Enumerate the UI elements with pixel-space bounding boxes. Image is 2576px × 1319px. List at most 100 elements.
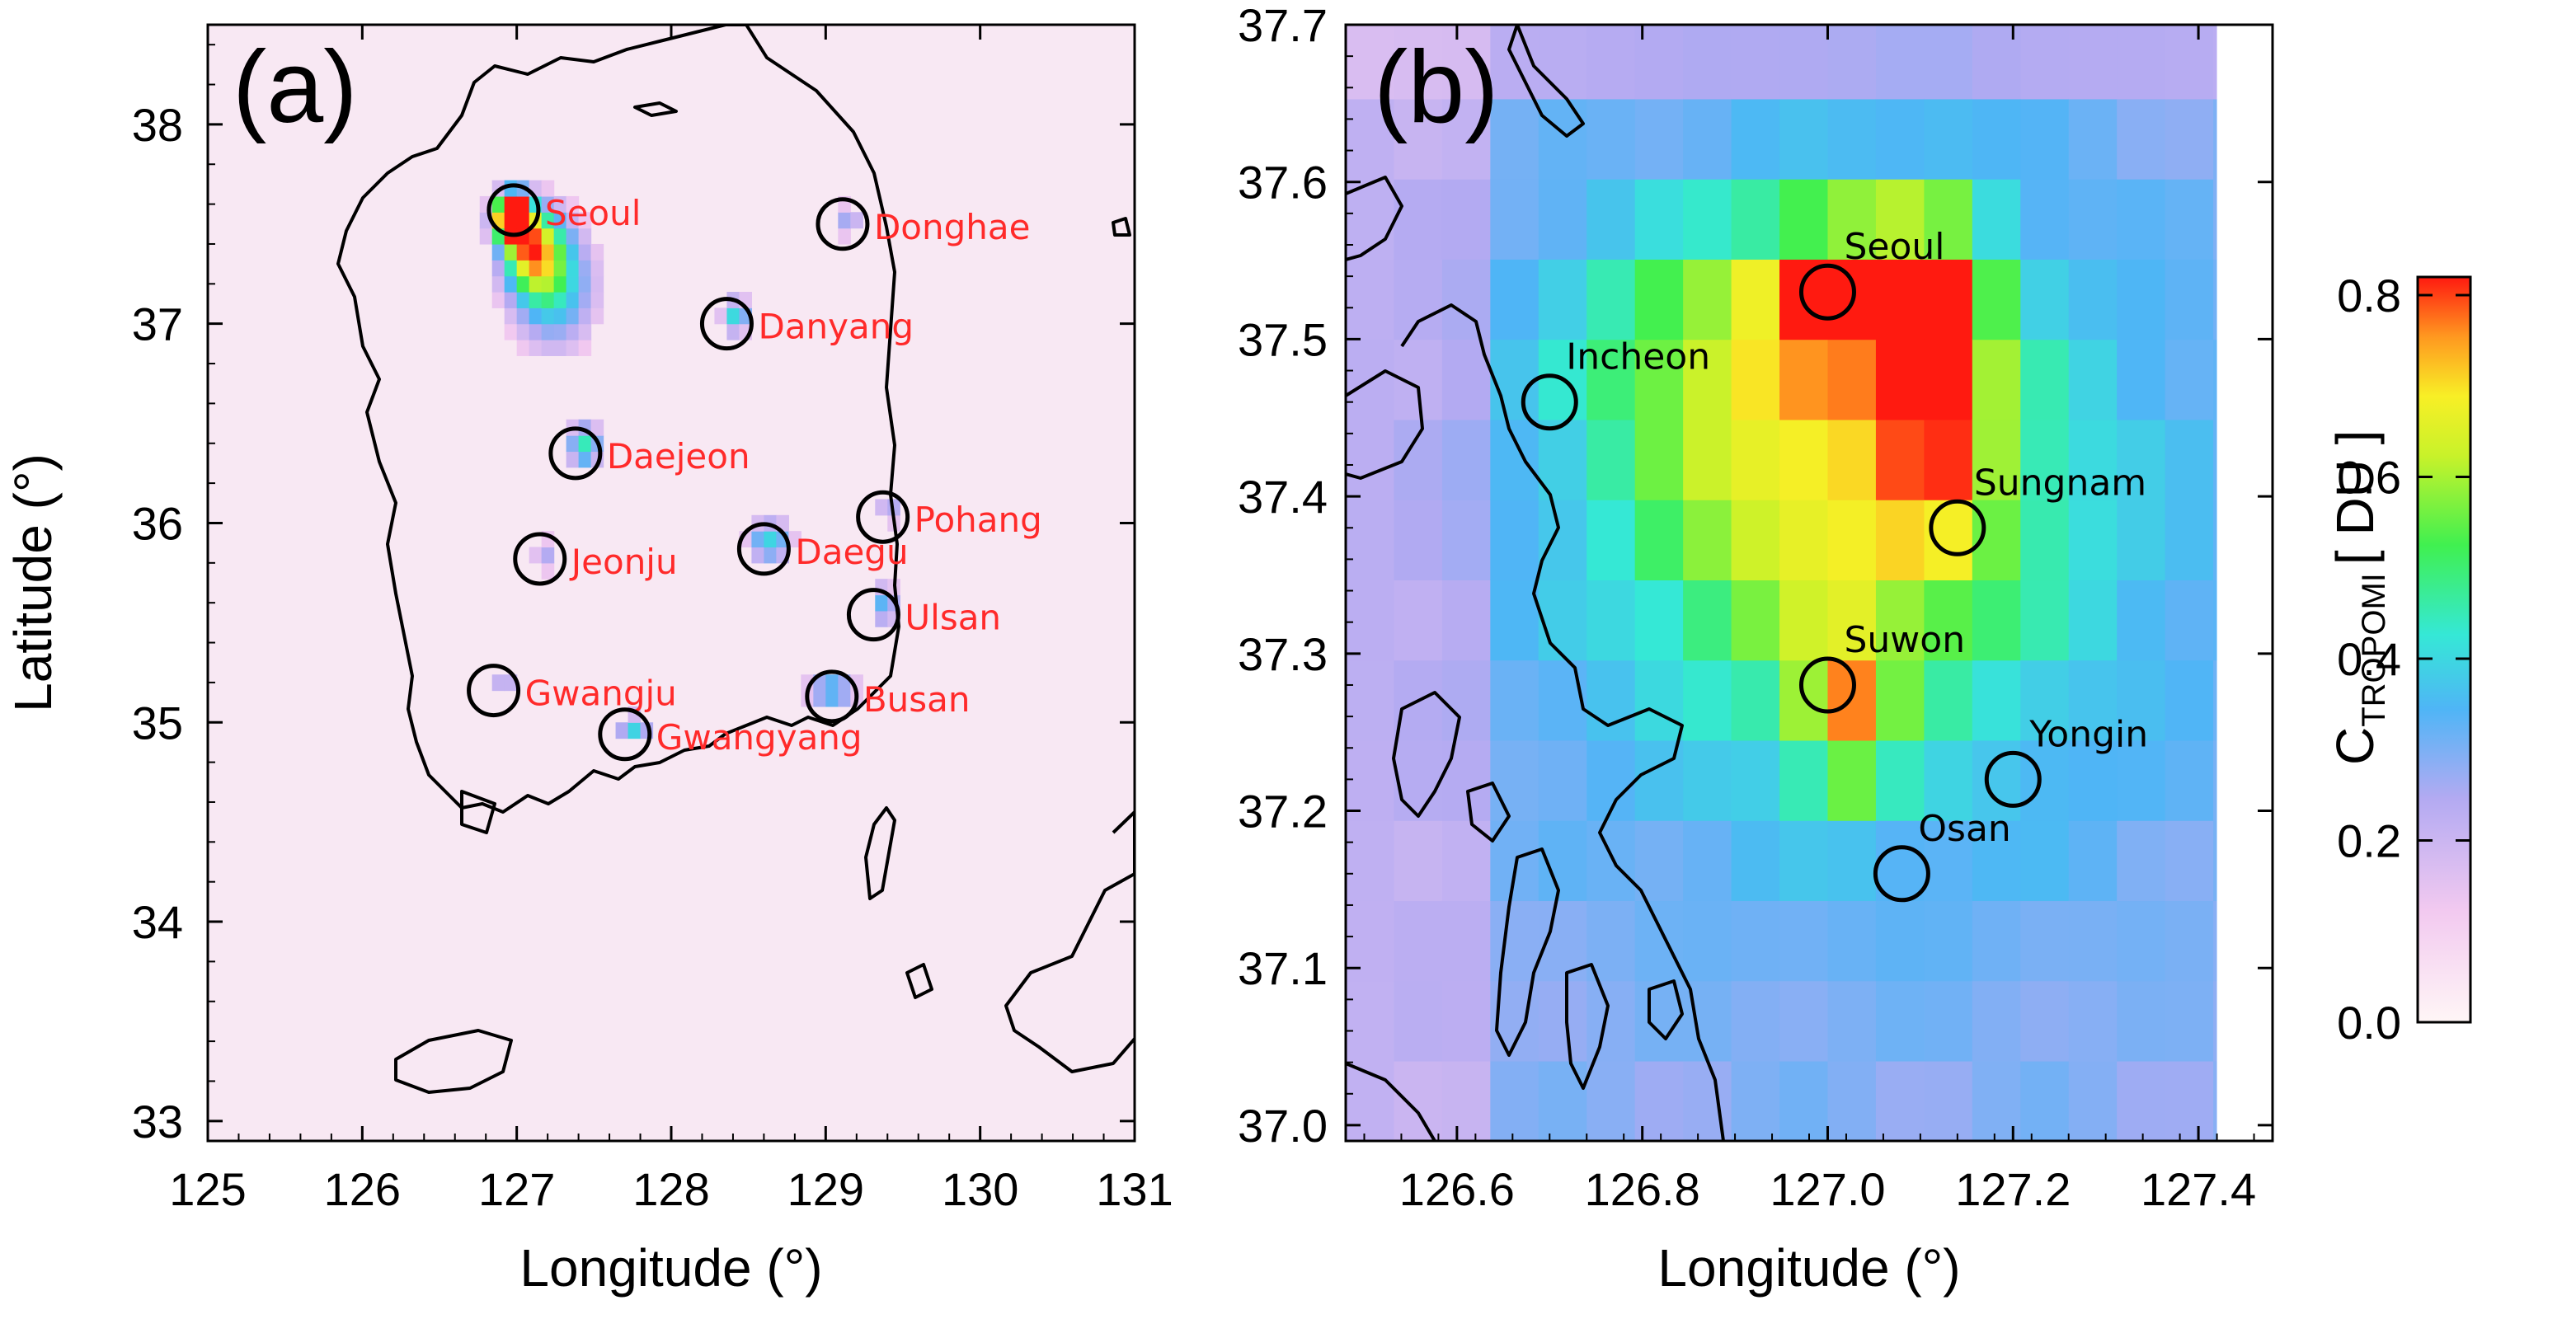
- colorbar-label-subscript: TROPOMI: [2356, 573, 2392, 727]
- panel-b-heat-cell: [2165, 739, 2214, 821]
- panel-b-heat-cell: [1586, 339, 1636, 420]
- panel-a-heat-cell: [714, 307, 728, 325]
- panel-b-xtick-label: 126.6: [1399, 1163, 1515, 1215]
- panel-b-heat-cell: [1827, 580, 1877, 661]
- panel-b-heat-cell: [1731, 259, 1780, 340]
- panel-b-heat-cell: [1394, 980, 1443, 1062]
- panel-a-heat-cell: [875, 594, 888, 612]
- panel-b-heat-cell: [1875, 178, 1925, 260]
- panel-b-heat-cell: [1538, 660, 1588, 741]
- panel-b-heat-cell: [1683, 660, 1732, 741]
- panel-a-heat-cell: [479, 228, 493, 245]
- panel-a-heat-cell: [504, 323, 518, 340]
- panel-b-heat-cell: [1586, 1060, 1636, 1141]
- panel-a-ytick-label: 33: [132, 1096, 183, 1148]
- panel-b-heat-cell: [2117, 1060, 2166, 1141]
- colorbar-label: CTROPOMI [ DU ]: [2325, 430, 2392, 765]
- panel-a-heat-cell: [553, 307, 567, 325]
- panel-b-heat-cell: [1346, 580, 1395, 661]
- panel-b-heat-cell: [1972, 259, 2022, 340]
- panel-a-city-label: Daejeon: [607, 436, 750, 476]
- panel-a-heat-cell: [578, 340, 592, 356]
- panel-a-city-label: Jeonju: [569, 542, 678, 582]
- colorbar-gradient: [2416, 275, 2472, 1024]
- panel-b-heat-cell: [1490, 660, 1539, 741]
- panel-a-heat-cell: [578, 323, 592, 340]
- panel-b-heat-cell: [1779, 1060, 1829, 1141]
- panel-b-heat-cell: [2068, 339, 2118, 420]
- panel-a-heat-cell: [541, 260, 555, 277]
- panel-b-heat-cell: [1538, 419, 1588, 500]
- panel-b-heat-cell: [2068, 739, 2118, 821]
- panel-a-heat-cell: [590, 307, 604, 325]
- panel-b-city-label: Seoul: [1844, 226, 1944, 268]
- panel-b-ytick-label: 37.3: [1238, 628, 1328, 680]
- panel-a-heat-cell: [566, 291, 580, 308]
- panel-b-heat-cell: [1441, 499, 1492, 580]
- panel-b-heat-cell: [1634, 660, 1684, 741]
- panel-b-heat-cell: [1972, 660, 2022, 741]
- panel-b-heat-cell: [1683, 259, 1732, 340]
- panel-a-heat-cell: [529, 307, 543, 325]
- panel-b-heat-cell: [1731, 739, 1780, 821]
- panel-a-heat-cell: [553, 195, 567, 213]
- panel-a-xtick-label: 130: [942, 1163, 1018, 1215]
- panel-a-heat-cell: [726, 307, 740, 325]
- panel-b-heat-cell: [1538, 980, 1588, 1062]
- panel-a-heat-cell: [516, 243, 530, 261]
- panel-a-ytick-label: 36: [132, 497, 183, 549]
- panel-b-heat-cell: [1972, 900, 2022, 982]
- panel-a-city-marker: [816, 197, 870, 251]
- panel-a-heat-cell: [529, 340, 543, 356]
- panel-b-heat-cell: [1586, 25, 1636, 100]
- panel-a-city-label: Daegu: [795, 532, 908, 572]
- colorbar: 0.0 0.2 0.4 0.6 0.8 CTROPOMI [ DU ]: [2325, 270, 2472, 1049]
- panel-b-heat-cell: [1779, 739, 1829, 821]
- panel-b-heat-cell: [1683, 580, 1732, 661]
- panel-a-heat-cell: [504, 195, 518, 213]
- panel-b-heat-cell: [2117, 98, 2166, 180]
- panel-b-heat-cell: [1875, 819, 1925, 902]
- panel-a-heat-cell: [578, 243, 592, 261]
- panel-a-heat-cell: [553, 340, 567, 356]
- panel-b-ytick-label: 37.0: [1238, 1100, 1328, 1152]
- panel-b-heat-cell: [1924, 739, 1973, 821]
- panel-b-heat-cell: [1875, 580, 1925, 661]
- panel-b-heat-cell: [1490, 1060, 1539, 1141]
- panel-b-heat-cell: [1731, 339, 1780, 420]
- panel-b-heat-cell: [1827, 339, 1877, 420]
- panel-a-xtick-label: 129: [787, 1163, 864, 1215]
- panel-b-heat-cell: [1779, 98, 1829, 180]
- panel-a-heat-cell: [590, 243, 604, 261]
- panel-a-heat-cell: [553, 260, 567, 277]
- panel-a-heat-cell: [529, 291, 543, 308]
- panel-b-heat-cell: [2068, 900, 2118, 982]
- panel-a-ylabel: Latitude (°): [3, 453, 63, 712]
- panel-b-heat-cell: [1441, 259, 1492, 340]
- panel-a-heat-cell: [516, 260, 530, 277]
- panel-b-heat-cell: [1924, 499, 1973, 580]
- panel-a-heat-cell: [541, 212, 555, 229]
- panel-a-heat-cell: [566, 243, 580, 261]
- panel-a-heat-cell: [553, 243, 567, 261]
- panel-b-heat-cell: [2068, 98, 2118, 180]
- panel-a-heat-cell: [751, 531, 764, 548]
- panel-b-heat-cell: [2165, 980, 2214, 1062]
- panel-a-heat-cell: [529, 275, 543, 293]
- panel-b-heat-cell: [1490, 739, 1539, 821]
- panel-b-city-marker: [1521, 373, 1578, 431]
- panel-a-city-label: Gwangyang: [656, 717, 863, 758]
- panel-b-heat-cell: [2020, 499, 2070, 580]
- panel-b-xlabel: Longitude (°): [1657, 1238, 1960, 1298]
- panel-b-heat-cell: [2165, 499, 2214, 580]
- panel-b-heat-cell: [2165, 419, 2214, 500]
- panel-b-heat-cell: [1924, 980, 1973, 1062]
- panel-b-heat-cell: [2068, 660, 2118, 741]
- panel-b-heat-cell: [1779, 819, 1829, 902]
- panel-b-heat-cell: [1586, 900, 1636, 982]
- panel-a-heat-cell: [825, 690, 839, 707]
- panel-b-heat-cell: [1731, 660, 1780, 741]
- panel-a-xtick-label: 131: [1096, 1163, 1173, 1215]
- panel-b-heat-cell: [1875, 25, 1925, 100]
- panel-b-city-label: Yongin: [2028, 713, 2148, 755]
